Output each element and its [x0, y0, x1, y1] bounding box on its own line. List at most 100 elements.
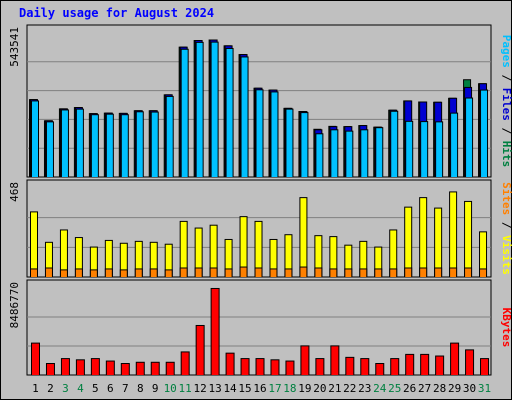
bar-pages-day-23: [361, 130, 368, 177]
bar-visits-day-19: [300, 198, 307, 277]
bar-visits-day-16: [255, 221, 262, 277]
bar-kbytes-day-23: [361, 359, 369, 375]
bar-pages-day-6: [106, 114, 113, 177]
bar-visits-day-29: [450, 192, 457, 277]
day-label-21: 21: [328, 382, 341, 395]
bar-kbytes-day-29: [451, 343, 459, 375]
day-axis-labels: 1 2 3 4 5 6 7 8 9 10 11 12 13 14 15 16 17 18 19 20 21 22 23 24 2…: [32, 382, 491, 395]
bar-kbytes-day-19: [301, 346, 309, 375]
day-label-1: 1: [32, 382, 39, 395]
bar-sites-day-26: [405, 268, 412, 277]
bar-kbytes-day-18: [286, 361, 294, 375]
day-label-13: 13: [208, 382, 221, 395]
day-label-15: 15: [238, 382, 251, 395]
panel-2-legend-label: Sites / Visits: [500, 182, 512, 275]
bar-kbytes-day-31: [481, 359, 489, 375]
bar-visits-day-14: [225, 239, 232, 277]
bar-pages-day-1: [32, 101, 38, 177]
panel-2: 468 Sites / Visits: [8, 179, 512, 278]
bar-kbytes-day-20: [316, 359, 324, 375]
day-label-17: 17: [268, 382, 281, 395]
bar-pages-day-10: [166, 96, 173, 177]
bar-kbytes-day-15: [241, 359, 249, 375]
bar-visits-day-11: [180, 221, 187, 277]
bar-kbytes-day-24: [376, 364, 384, 375]
bar-pages-day-22: [346, 131, 353, 177]
bar-pages-day-15: [241, 57, 248, 177]
bar-sites-day-13: [210, 268, 217, 277]
bar-pages-day-12: [196, 42, 203, 177]
chart-title: Daily usage for August 2024: [19, 6, 214, 20]
bar-kbytes-day-9: [151, 362, 159, 375]
bar-sites-day-30: [465, 268, 472, 277]
bar-pages-day-30: [466, 98, 473, 177]
bar-pages-day-13: [211, 42, 218, 178]
day-label-29: 29: [448, 382, 461, 395]
day-label-3: 3: [62, 382, 69, 395]
day-label-4: 4: [77, 382, 84, 395]
bar-sites-day-31: [480, 269, 487, 277]
bar-sites-day-16: [255, 268, 262, 277]
bar-visits-day-24: [375, 247, 382, 277]
bar-visits-day-10: [165, 244, 172, 277]
bar-pages-day-25: [391, 111, 398, 177]
bar-sites-day-2: [45, 268, 52, 277]
bar-visits-day-9: [150, 242, 157, 277]
bar-pages-day-3: [61, 110, 68, 177]
bar-kbytes-day-11: [181, 352, 189, 375]
bar-visits-day-25: [390, 230, 397, 277]
bar-pages-day-16: [256, 90, 263, 177]
bar-sites-day-24: [375, 269, 382, 277]
day-label-8: 8: [137, 382, 144, 395]
bar-visits-day-4: [75, 238, 82, 277]
bar-kbytes-day-30: [466, 350, 474, 375]
bar-sites-day-23: [360, 269, 367, 277]
legend-part: Pages: [500, 35, 512, 68]
bar-visits-day-22: [345, 245, 352, 277]
bar-pages-day-29: [451, 113, 458, 177]
day-label-25: 25: [388, 382, 401, 395]
bar-kbytes-day-4: [76, 360, 84, 375]
bar-pages-day-11: [181, 49, 188, 177]
bar-sites-day-27: [420, 268, 427, 277]
bar-kbytes-day-8: [136, 362, 144, 375]
panel-1-legend-label: Pages / Files / Hits: [500, 35, 512, 168]
bar-pages-day-14: [226, 48, 233, 178]
bar-visits-day-30: [465, 201, 472, 277]
day-label-9: 9: [152, 382, 159, 395]
bar-pages-day-27: [421, 122, 428, 177]
chart-panels: 543541 Pages / Files / Hits 468 Sites / Vis…: [8, 24, 512, 376]
bar-visits-day-13: [210, 225, 217, 277]
bar-sites-day-28: [435, 268, 442, 277]
panel-1-max-label: 543541: [8, 27, 21, 67]
bar-pages-day-2: [46, 122, 53, 177]
day-label-23: 23: [358, 382, 371, 395]
panel-2-max-label: 468: [8, 182, 21, 202]
bar-pages-day-21: [331, 130, 338, 177]
bar-sites-day-17: [270, 269, 277, 277]
bar-pages-day-18: [286, 109, 293, 177]
bar-visits-day-21: [330, 237, 337, 277]
bar-pages-day-26: [406, 121, 413, 177]
bar-visits-day-31: [480, 232, 487, 277]
day-label-22: 22: [343, 382, 356, 395]
legend-part: KBytes: [500, 308, 512, 348]
bar-kbytes-day-16: [256, 359, 264, 375]
bar-sites-day-5: [90, 270, 97, 277]
day-label-20: 20: [313, 382, 326, 395]
bar-pages-day-24: [376, 128, 383, 177]
bar-visits-day-23: [360, 241, 367, 277]
bar-sites-day-11: [180, 268, 187, 277]
panel-1: 543541 Pages / Files / Hits: [8, 24, 512, 178]
day-label-10: 10: [164, 382, 177, 395]
bar-sites-day-18: [285, 269, 292, 277]
bar-sites-day-4: [75, 269, 82, 277]
day-label-30: 30: [463, 382, 476, 395]
bar-sites-day-1: [31, 269, 37, 277]
bar-pages-day-8: [136, 112, 143, 177]
bar-visits-day-20: [315, 236, 322, 277]
day-label-27: 27: [418, 382, 431, 395]
bar-sites-day-19: [300, 267, 307, 277]
bar-pages-day-17: [271, 92, 278, 177]
